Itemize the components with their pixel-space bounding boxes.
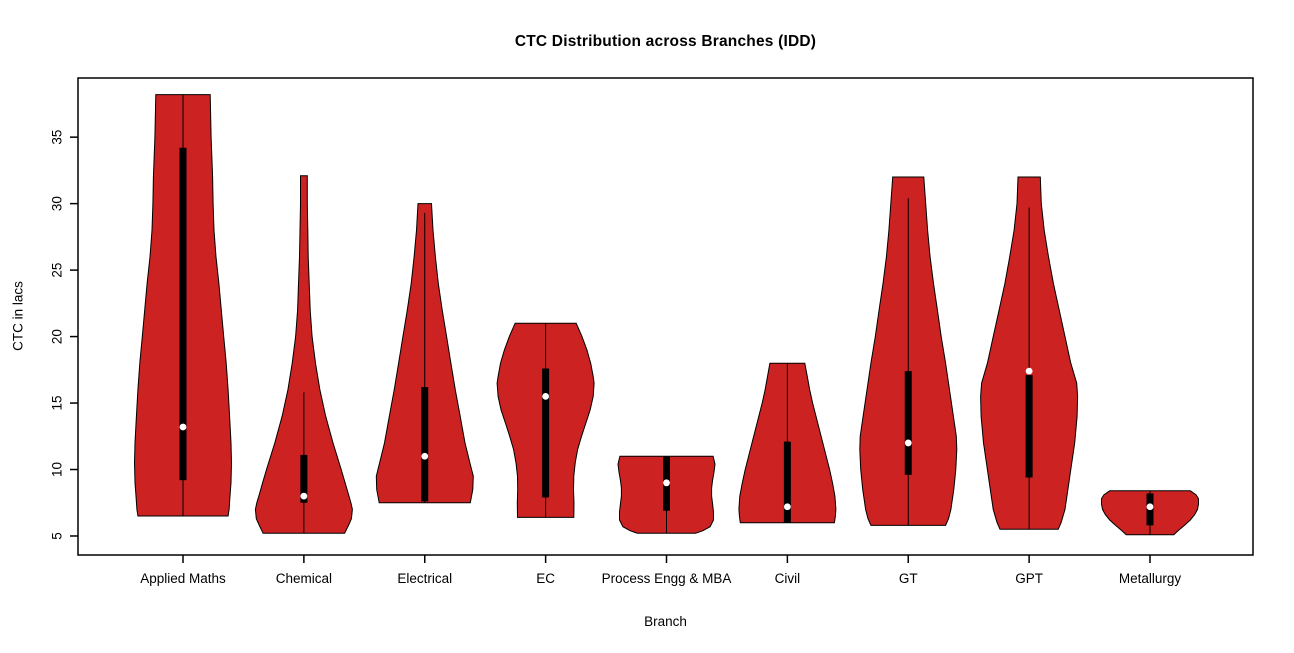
iqr-box-applied-maths	[179, 147, 187, 481]
x-tick-label-gt: GT	[899, 571, 918, 586]
median-dot-gpt	[1025, 367, 1033, 375]
x-tick-label-gpt: GPT	[1015, 571, 1043, 586]
median-dot-electrical	[421, 452, 429, 460]
x-axis-title: Branch	[644, 614, 687, 629]
y-axis-title: CTC in lacs	[10, 281, 26, 351]
x-tick-label-electrical: Electrical	[397, 571, 452, 586]
median-dot-civil	[783, 503, 791, 511]
y-tick-label-20: 20	[50, 329, 65, 344]
iqr-box-civil	[783, 441, 791, 523]
x-tick-label-ec: EC	[536, 571, 555, 586]
y-tick-label-30: 30	[50, 196, 65, 211]
x-tick-label-metallurgy: Metallurgy	[1119, 571, 1182, 586]
iqr-box-gt	[904, 371, 912, 475]
y-tick-label-25: 25	[50, 263, 65, 278]
x-tick-label-chemical: Chemical	[276, 571, 332, 586]
median-dot-gt	[904, 439, 912, 447]
median-dot-process-engg-mba	[663, 479, 670, 487]
median-dot-metallurgy	[1146, 503, 1154, 511]
x-tick-label-civil: Civil	[775, 571, 801, 586]
chart-title: CTC Distribution across Branches (IDD)	[514, 33, 817, 50]
plot-frame	[77, 77, 1254, 556]
x-tick-label-applied-maths: Applied Maths	[140, 571, 226, 586]
y-tick-label-15: 15	[50, 396, 65, 411]
iqr-box-ec	[542, 368, 550, 498]
iqr-box-chemical	[300, 454, 308, 503]
y-tick-label-10: 10	[50, 462, 65, 477]
x-tick-label-process-engg-mba: Process Engg & MBA	[602, 571, 732, 586]
iqr-box-gpt	[1025, 375, 1033, 478]
median-dot-ec	[542, 392, 550, 400]
iqr-box-electrical	[421, 387, 429, 502]
median-dot-chemical	[300, 492, 308, 500]
median-dot-applied-maths	[179, 423, 187, 431]
y-tick-label-5: 5	[50, 532, 65, 540]
y-tick-label-35: 35	[50, 130, 65, 145]
violin-chemical	[254, 175, 353, 534]
